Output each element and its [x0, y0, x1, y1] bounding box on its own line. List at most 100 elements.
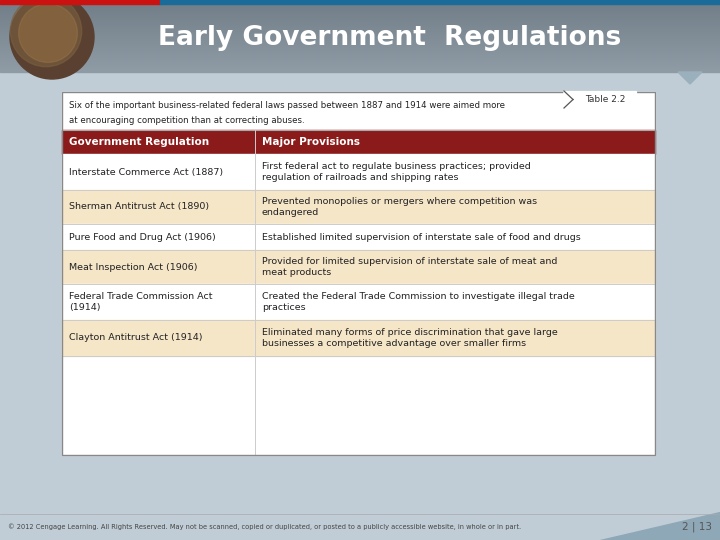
Bar	[0, 21, 720, 22]
Circle shape	[10, 0, 81, 67]
Text: Eliminated many forms of price discrimination that gave large
businesses a compe: Eliminated many forms of price discrimin…	[262, 328, 558, 348]
Bar	[0, 37, 720, 38]
Text: Six of the important business-related federal laws passed between 1887 and 1914 : Six of the important business-related fe…	[69, 101, 505, 110]
Bar	[0, 47, 720, 48]
Bar	[0, 52, 720, 53]
Text: at encouraging competition than at correcting abuses.: at encouraging competition than at corre…	[69, 116, 305, 125]
Text: Table 2.2: Table 2.2	[585, 95, 625, 104]
Bar	[0, 1, 720, 2]
Bar	[0, 67, 720, 68]
Bar	[0, 60, 720, 61]
Bar	[0, 53, 720, 54]
Bar	[0, 29, 720, 30]
Bar	[62, 130, 655, 154]
Bar	[0, 45, 720, 46]
Bar	[0, 17, 720, 18]
Bar	[0, 5, 720, 6]
Bar	[0, 12, 720, 13]
Bar	[62, 92, 655, 455]
Bar	[0, 27, 720, 28]
Text: Early Government  Regulations: Early Government Regulations	[158, 25, 621, 51]
Bar	[62, 154, 655, 190]
Bar	[0, 46, 720, 47]
Bar	[0, 61, 720, 62]
Bar	[62, 250, 655, 284]
Bar	[0, 4, 720, 5]
Bar	[0, 41, 720, 42]
Bar	[62, 320, 655, 356]
Bar	[0, 55, 720, 56]
Circle shape	[10, 0, 94, 79]
Bar	[0, 42, 720, 43]
Bar	[0, 8, 720, 9]
Text: Created the Federal Trade Commission to investigate illegal trade
practices: Created the Federal Trade Commission to …	[262, 292, 575, 312]
Bar	[0, 10, 720, 11]
Bar	[0, 70, 720, 71]
Bar	[62, 284, 655, 320]
Bar	[0, 14, 720, 15]
Bar	[0, 26, 720, 27]
Bar	[0, 58, 720, 59]
Bar	[0, 51, 720, 52]
Bar	[0, 23, 720, 24]
Bar	[0, 16, 720, 17]
Text: Pure Food and Drug Act (1906): Pure Food and Drug Act (1906)	[69, 233, 216, 241]
Text: Government Regulation: Government Regulation	[69, 137, 209, 147]
Bar	[0, 64, 720, 65]
Bar	[0, 13, 720, 14]
Text: Established limited supervision of interstate sale of food and drugs: Established limited supervision of inter…	[262, 233, 581, 241]
Bar	[0, 59, 720, 60]
Bar	[0, 48, 720, 49]
Bar	[564, 91, 636, 108]
Bar	[0, 15, 720, 16]
Bar	[0, 54, 720, 55]
Bar	[0, 69, 720, 70]
Bar	[62, 92, 655, 455]
Polygon shape	[678, 72, 702, 84]
Bar	[0, 7, 720, 8]
Bar	[0, 11, 720, 12]
Bar	[0, 2, 720, 3]
Bar	[62, 190, 655, 224]
Bar	[0, 25, 720, 26]
Text: Prevented monopolies or mergers where competition was
endangered: Prevented monopolies or mergers where co…	[262, 197, 537, 217]
Bar	[0, 22, 720, 23]
Bar	[0, 20, 720, 21]
Bar	[62, 92, 655, 130]
Circle shape	[19, 4, 78, 63]
Bar	[0, 44, 720, 45]
Bar	[0, 35, 720, 36]
Bar	[160, 0, 720, 4]
Text: Meat Inspection Act (1906): Meat Inspection Act (1906)	[69, 262, 197, 272]
Bar	[0, 56, 720, 57]
Bar	[0, 57, 720, 58]
Bar	[0, 43, 720, 44]
Text: Clayton Antitrust Act (1914): Clayton Antitrust Act (1914)	[69, 334, 202, 342]
Text: © 2012 Cengage Learning. All Rights Reserved. May not be scanned, copied or dupl: © 2012 Cengage Learning. All Rights Rese…	[8, 524, 521, 530]
Bar	[0, 30, 720, 31]
Bar	[0, 63, 720, 64]
Bar	[0, 32, 720, 33]
Bar	[0, 9, 720, 10]
Text: Major Provisions: Major Provisions	[262, 137, 360, 147]
Text: Federal Trade Commission Act
(1914): Federal Trade Commission Act (1914)	[69, 292, 212, 312]
Bar	[0, 3, 720, 4]
Bar	[0, 18, 720, 19]
Text: Interstate Commerce Act (1887): Interstate Commerce Act (1887)	[69, 167, 223, 177]
Polygon shape	[600, 512, 720, 540]
Bar	[0, 34, 720, 35]
Bar	[0, 68, 720, 69]
Bar	[0, 6, 720, 7]
Bar	[0, 24, 720, 25]
Bar	[0, 0, 720, 1]
Text: Provided for limited supervision of interstate sale of meat and
meat products: Provided for limited supervision of inte…	[262, 257, 557, 277]
Text: Sherman Antitrust Act (1890): Sherman Antitrust Act (1890)	[69, 202, 209, 212]
Polygon shape	[564, 91, 573, 108]
Text: First federal act to regulate business practices; provided
regulation of railroa: First federal act to regulate business p…	[262, 162, 531, 182]
Bar	[0, 62, 720, 63]
Bar	[0, 31, 720, 32]
Bar	[0, 33, 720, 34]
Text: 2 | 13: 2 | 13	[682, 522, 712, 532]
Bar	[0, 65, 720, 66]
Bar	[0, 71, 720, 72]
